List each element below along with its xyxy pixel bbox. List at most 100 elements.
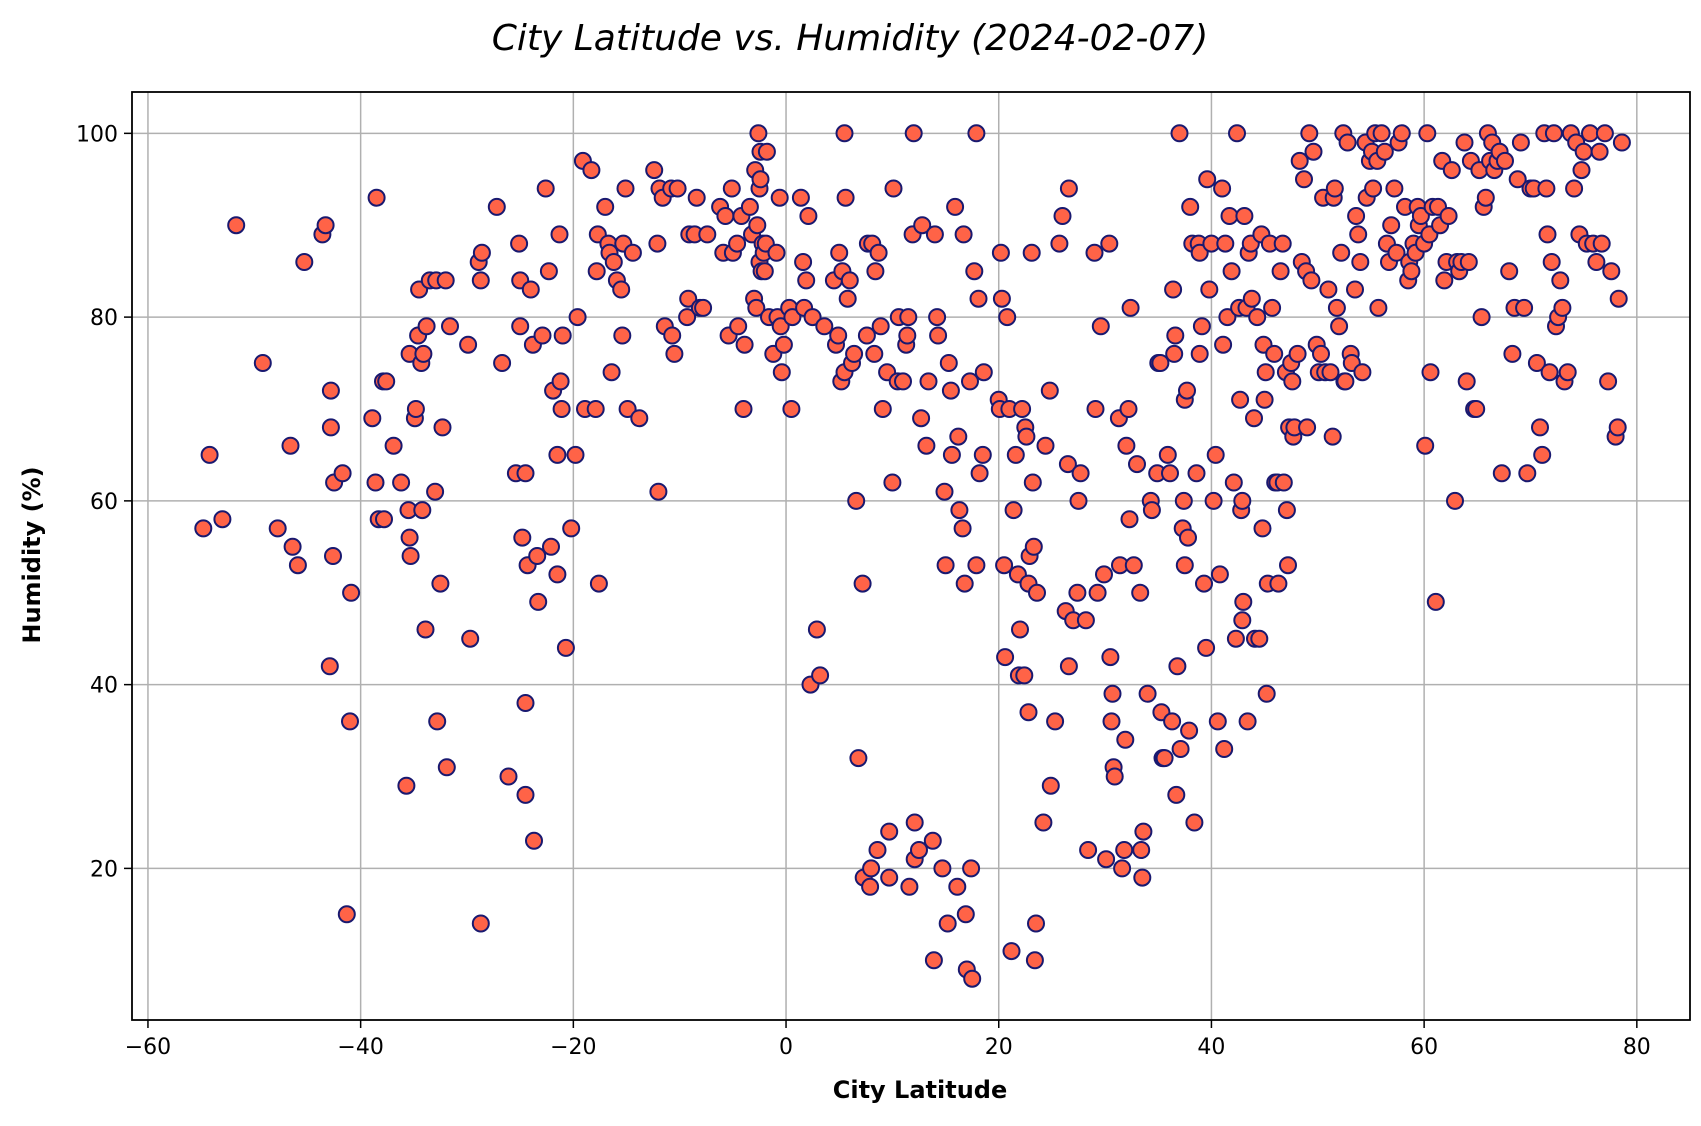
data-point bbox=[953, 519, 972, 538]
data-point bbox=[1411, 207, 1430, 225]
data-point bbox=[751, 170, 770, 189]
data-point bbox=[630, 409, 649, 428]
data-point bbox=[1220, 207, 1239, 225]
data-point bbox=[516, 694, 535, 712]
data-point bbox=[728, 234, 747, 253]
data-point bbox=[283, 537, 302, 556]
data-point bbox=[618, 400, 637, 418]
data-point bbox=[1325, 179, 1344, 198]
data-point bbox=[1027, 914, 1045, 933]
data-point bbox=[556, 638, 575, 657]
data-point bbox=[1041, 776, 1060, 795]
data-point bbox=[1332, 243, 1351, 262]
data-point bbox=[1161, 464, 1179, 483]
data-point bbox=[1385, 179, 1404, 198]
data-point bbox=[1518, 464, 1537, 483]
data-point bbox=[698, 225, 717, 244]
data-point bbox=[967, 124, 986, 143]
data-point bbox=[938, 914, 957, 933]
data-point bbox=[1178, 381, 1196, 400]
data-point bbox=[847, 491, 866, 510]
data-point bbox=[845, 344, 864, 363]
data-point bbox=[1192, 317, 1211, 336]
data-point bbox=[471, 271, 490, 290]
data-point bbox=[1338, 133, 1357, 152]
data-point bbox=[1142, 501, 1161, 520]
data-point bbox=[904, 124, 923, 143]
data-point bbox=[436, 271, 455, 290]
data-point bbox=[965, 262, 984, 281]
y-tick-label: 20 bbox=[90, 857, 118, 882]
data-point bbox=[1068, 583, 1087, 602]
data-point bbox=[511, 317, 530, 336]
data-point bbox=[1288, 344, 1307, 363]
data-point bbox=[948, 877, 967, 896]
data-point bbox=[1457, 372, 1476, 391]
data-point bbox=[868, 841, 887, 859]
data-point bbox=[1231, 390, 1250, 409]
data-point bbox=[815, 317, 834, 336]
data-point bbox=[366, 473, 385, 492]
data-point bbox=[1402, 262, 1421, 281]
data-point bbox=[1116, 730, 1135, 749]
data-point bbox=[1155, 749, 1174, 768]
data-point bbox=[865, 344, 884, 363]
data-point bbox=[401, 547, 420, 565]
data-point bbox=[1100, 234, 1119, 253]
data-point bbox=[716, 207, 735, 225]
data-point bbox=[1274, 473, 1293, 492]
data-point bbox=[1587, 253, 1606, 271]
data-point bbox=[1304, 142, 1323, 161]
data-point bbox=[1226, 629, 1245, 648]
data-point bbox=[905, 813, 924, 832]
data-point bbox=[414, 344, 433, 363]
data-point bbox=[1167, 785, 1186, 804]
data-point bbox=[471, 914, 490, 933]
data-point bbox=[1197, 638, 1216, 657]
data-point bbox=[1214, 335, 1233, 354]
data-point bbox=[1312, 344, 1330, 363]
data-point bbox=[974, 363, 993, 382]
data-point bbox=[1496, 151, 1514, 170]
data-point bbox=[428, 712, 447, 731]
data-point bbox=[1163, 712, 1182, 731]
data-point bbox=[1179, 528, 1197, 547]
data-point bbox=[566, 445, 585, 464]
data-point bbox=[413, 501, 432, 520]
data-point bbox=[996, 648, 1015, 667]
data-point bbox=[1036, 436, 1055, 455]
data-point bbox=[1503, 344, 1522, 363]
data-point bbox=[735, 335, 754, 354]
data-point bbox=[946, 197, 965, 216]
data-point bbox=[1416, 436, 1435, 455]
data-point bbox=[1581, 124, 1599, 143]
data-point bbox=[1208, 712, 1227, 731]
data-point bbox=[1439, 207, 1458, 225]
data-point bbox=[923, 831, 942, 850]
data-point bbox=[589, 574, 608, 593]
data-point bbox=[1151, 354, 1170, 372]
data-point bbox=[840, 271, 859, 290]
data-point bbox=[1369, 298, 1388, 317]
data-point bbox=[1023, 473, 1042, 492]
data-point bbox=[912, 409, 931, 428]
data-point bbox=[416, 620, 435, 639]
data-point bbox=[1544, 124, 1563, 143]
data-point bbox=[995, 556, 1014, 575]
data-point bbox=[1421, 363, 1440, 382]
data-point bbox=[917, 436, 936, 455]
data-point bbox=[992, 289, 1011, 308]
x-tick-label: 20 bbox=[985, 1035, 1013, 1060]
data-point bbox=[803, 308, 822, 327]
data-point bbox=[1069, 491, 1088, 510]
data-point bbox=[1195, 574, 1213, 593]
data-point bbox=[1253, 519, 1272, 538]
data-point bbox=[552, 400, 571, 418]
axis-ticks: −60 −40 −20 0 20 40 60 80 20 40 60 80 100 bbox=[76, 122, 1651, 1060]
data-point bbox=[1290, 151, 1309, 170]
data-point bbox=[1024, 537, 1043, 556]
data-point bbox=[461, 629, 480, 648]
data-point bbox=[1319, 280, 1338, 299]
data-point bbox=[528, 547, 547, 565]
data-point bbox=[616, 179, 635, 198]
